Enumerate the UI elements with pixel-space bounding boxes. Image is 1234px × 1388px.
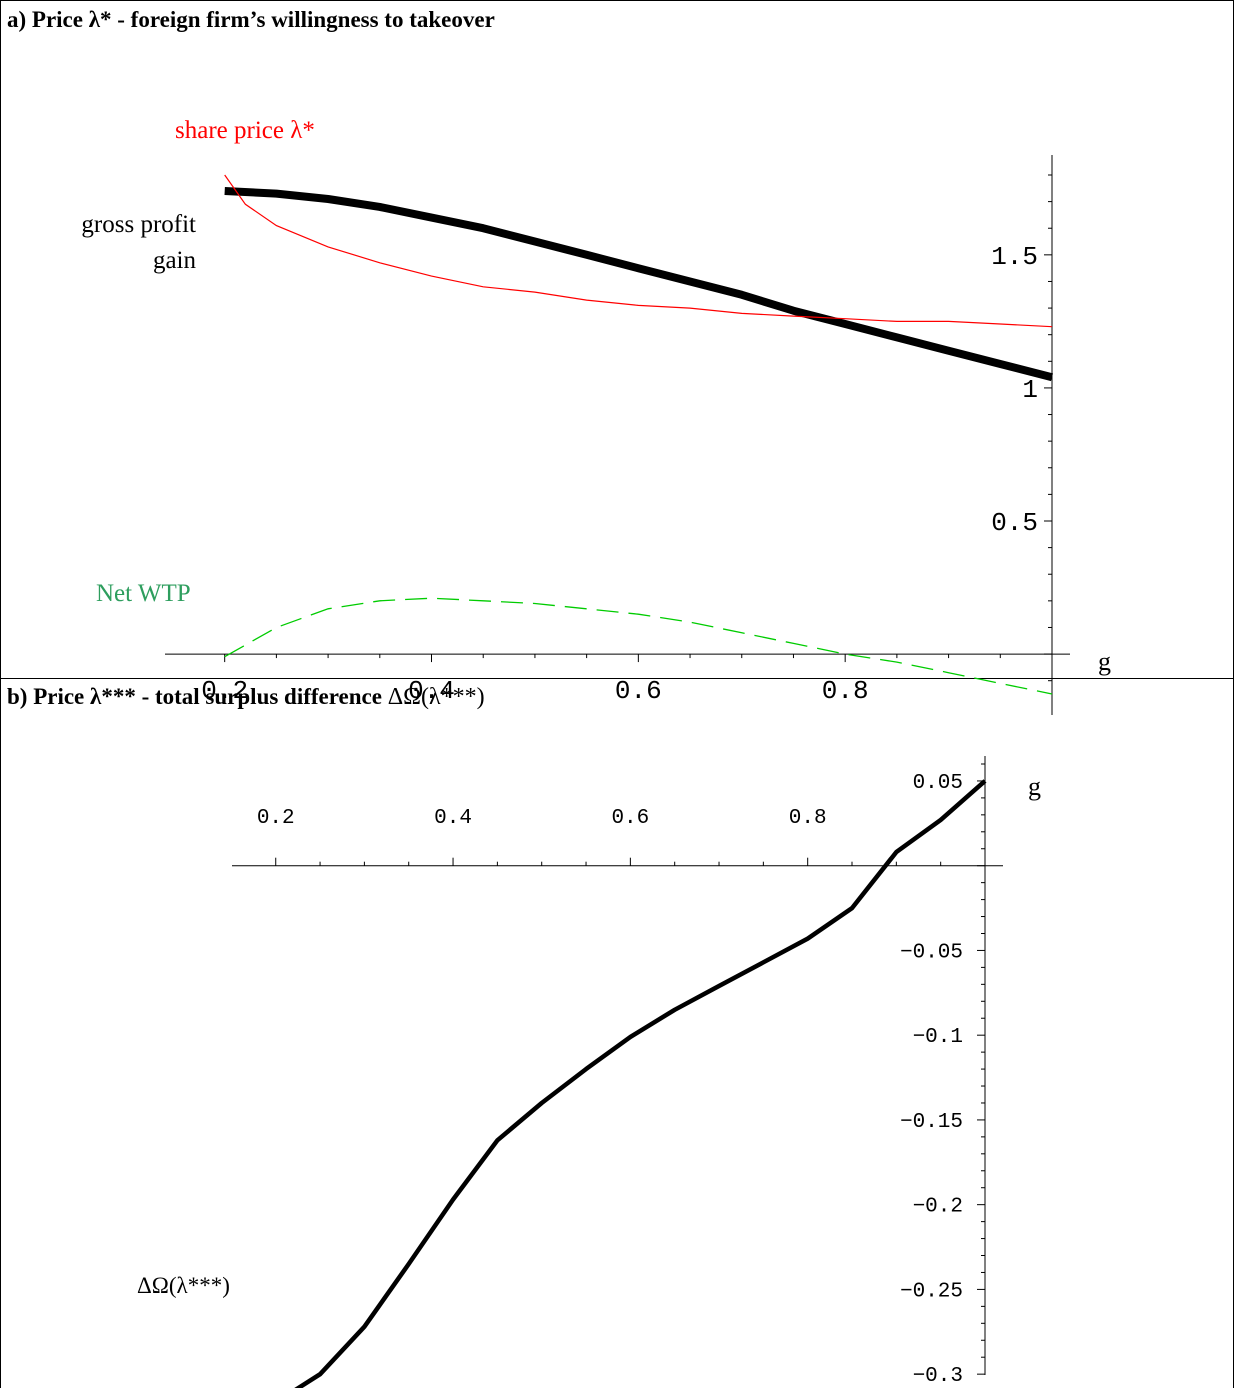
panel-a: a) Price λ* - foreign firm’s willingness…	[0, 0, 1234, 679]
x-tick-label: 0.6	[611, 807, 649, 830]
x-tick-label: 0.8	[822, 676, 869, 706]
chart-b: 0.2 0.4 0.6 0.8 0.05 −0.05 −0.1 −0.15 −0.2 −0.25 −…	[137, 756, 1041, 1388]
x-axis-label: g	[1028, 772, 1041, 801]
y-tick-label: −0.2	[913, 1196, 963, 1219]
y-tick-label: 1	[1022, 375, 1038, 405]
series-net-wtp	[224, 597, 1053, 695]
gross-profit-label-line1: gross profit	[81, 211, 196, 238]
x-tick-label: 0.2	[257, 807, 295, 830]
y-tick-label: −0.05	[900, 941, 963, 964]
x-tick-label: 0.4	[434, 807, 472, 830]
y-tick-label: −0.3	[913, 1365, 963, 1388]
chart-a: 0.2 0.4 0.6 0.8 0.5 1 1.5 g share price λ* gross …	[81, 117, 1111, 715]
y-tick-label: −0.1	[913, 1026, 963, 1049]
x-axis-label: g	[1098, 647, 1111, 676]
y-tick-label: 0.5	[991, 508, 1038, 538]
series-gross-profit-gain	[224, 187, 1053, 382]
series-share-price	[224, 174, 1053, 328]
x-tick-label: 0.4	[408, 676, 455, 706]
series-delta-omega	[294, 779, 987, 1388]
panel-b-title-math: ΔΩ(λ***)	[387, 684, 485, 710]
panel-a-title: a) Price λ* - foreign firm’s willingness…	[7, 7, 495, 32]
x-tick-label: 0.2	[201, 676, 248, 706]
y-tick-label: −0.15	[900, 1111, 963, 1134]
y-tick-label: 0.05	[913, 772, 963, 795]
y-tick-label: 1.5	[991, 242, 1038, 272]
net-wtp-label: Net WTP	[96, 580, 191, 607]
delta-omega-label: ΔΩ(λ***)	[137, 1273, 230, 1298]
share-price-label: share price λ*	[175, 117, 315, 144]
x-tick-label: 0.6	[615, 676, 662, 706]
x-tick-label: 0.8	[789, 807, 827, 830]
y-tick-label: −0.25	[900, 1280, 963, 1303]
panel-b-title: b) Price λ*** - total surplus difference…	[7, 684, 485, 711]
panel-b-title-text: b) Price λ*** - total surplus difference	[7, 684, 388, 709]
gross-profit-label-line2: gain	[153, 247, 197, 274]
